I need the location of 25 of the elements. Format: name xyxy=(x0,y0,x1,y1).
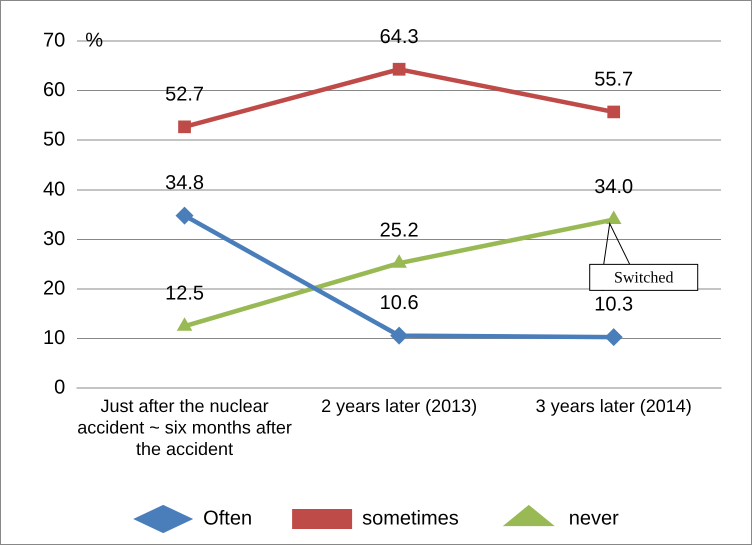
legend-label: Often xyxy=(203,508,252,530)
data-label: 64.3 xyxy=(380,26,419,48)
data-label: 34.0 xyxy=(594,176,634,198)
legend-label: sometimes xyxy=(362,508,459,530)
y-tick-label: 50 xyxy=(42,128,66,151)
y-tick-label: 70 xyxy=(42,30,66,52)
annotation: Switched xyxy=(614,270,674,287)
y-tick-label: 40 xyxy=(42,178,66,200)
x-tick-label: 2 years later (2013) xyxy=(321,396,478,416)
data-label: 55.7 xyxy=(594,68,634,90)
data-label: 10.6 xyxy=(380,292,419,314)
data-label: 52.7 xyxy=(165,83,204,106)
x-tick-label: Just after the nuclear accident ~ six months after the accident xyxy=(77,396,292,460)
y-axis-title: % xyxy=(85,30,104,52)
y-tick-label: 20 xyxy=(42,278,66,300)
data-label: 12.5 xyxy=(165,282,204,305)
data-label: 25.2 xyxy=(380,220,419,242)
legend-label: never xyxy=(568,508,620,530)
x-tick-label: 3 years later (2014) xyxy=(536,396,692,416)
y-tick-label: 10 xyxy=(42,327,66,350)
data-label: 34.8 xyxy=(165,172,204,194)
y-tick-label: 60 xyxy=(42,79,66,102)
y-tick-label: 0 xyxy=(54,376,66,399)
y-tick-label: 30 xyxy=(42,228,66,250)
data-label: 10.3 xyxy=(594,294,634,316)
